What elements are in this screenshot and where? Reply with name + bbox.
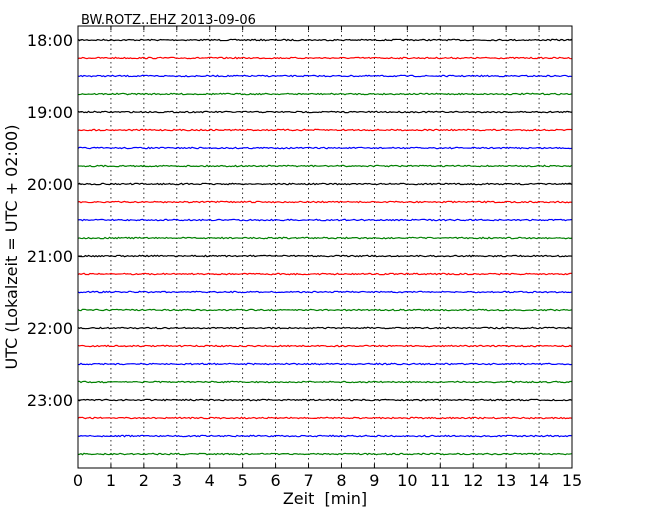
x-tick-label: 12 bbox=[463, 471, 483, 490]
trace-2145 bbox=[77, 308, 572, 312]
x-tick-label: 6 bbox=[271, 471, 281, 490]
trace-2000 bbox=[77, 182, 572, 186]
x-tick-label: 7 bbox=[303, 471, 313, 490]
x-tick-label: 1 bbox=[106, 471, 116, 490]
x-tick-label: 5 bbox=[238, 471, 248, 490]
trace-1900 bbox=[77, 110, 572, 114]
x-tick-label: 2 bbox=[139, 471, 149, 490]
trace-2015 bbox=[77, 200, 572, 204]
trace-1915 bbox=[77, 128, 572, 132]
trace-2215 bbox=[77, 344, 572, 348]
trace-1945 bbox=[77, 164, 572, 168]
y-tick-label: 21:00 bbox=[27, 247, 73, 266]
trace-2115 bbox=[77, 272, 572, 276]
y-tick-label: 20:00 bbox=[27, 175, 73, 194]
y-axis-label: UTC (Lokalzeit = UTC + 02:00) bbox=[2, 125, 21, 370]
trace-1830 bbox=[77, 74, 572, 78]
x-tick-label: 10 bbox=[397, 471, 417, 490]
y-tick-label: 19:00 bbox=[27, 103, 73, 122]
y-tick-label: 22:00 bbox=[27, 319, 73, 338]
trace-2045 bbox=[77, 236, 572, 240]
trace-2130 bbox=[77, 290, 572, 294]
trace-2200 bbox=[77, 326, 572, 330]
x-tick-label: 14 bbox=[529, 471, 549, 490]
trace-2345 bbox=[77, 452, 572, 456]
trace-2300 bbox=[77, 398, 572, 402]
trace-2315 bbox=[77, 416, 572, 420]
chart-title: BW.ROTZ..EHZ 2013-09-06 bbox=[81, 13, 256, 28]
x-tick-label: 15 bbox=[562, 471, 582, 490]
x-tick-label: 9 bbox=[369, 471, 379, 490]
plot-frame bbox=[77, 25, 573, 469]
trace-2230 bbox=[77, 362, 572, 366]
x-axis-label: Zeit [min] bbox=[283, 489, 367, 508]
trace-1800 bbox=[77, 38, 572, 42]
trace-1815 bbox=[77, 56, 572, 60]
x-tick-label: 8 bbox=[336, 471, 346, 490]
trace-1845 bbox=[77, 92, 572, 96]
trace-2330 bbox=[77, 434, 572, 438]
x-tick-label: 4 bbox=[205, 471, 215, 490]
trace-2100 bbox=[77, 254, 572, 258]
x-tick-label: 13 bbox=[496, 471, 516, 490]
trace-1930 bbox=[77, 146, 572, 150]
y-tick-label: 18:00 bbox=[27, 31, 73, 50]
y-tick-label: 23:00 bbox=[27, 391, 73, 410]
x-tick-label: 0 bbox=[73, 471, 83, 490]
trace-2245 bbox=[77, 380, 572, 384]
trace-2030 bbox=[77, 218, 572, 222]
x-tick-label: 11 bbox=[430, 471, 450, 490]
x-tick-label: 3 bbox=[172, 471, 182, 490]
